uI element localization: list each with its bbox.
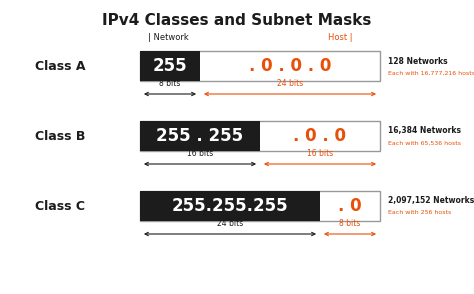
Text: 24 bits: 24 bits [277,79,303,88]
Text: 16 bits: 16 bits [307,149,333,158]
Bar [140,121,380,151]
Text: IPv4 Classes and Subnet Masks: IPv4 Classes and Subnet Masks [102,13,372,28]
Text: 2,097,152 Networks: 2,097,152 Networks [388,196,474,206]
Text: Class A: Class A [35,59,85,73]
Text: 24 bits: 24 bits [217,219,243,228]
Text: 255.255.255: 255.255.255 [172,197,288,215]
Text: . 0 . 0: . 0 . 0 [293,127,346,145]
Text: Each with 256 hosts: Each with 256 hosts [388,211,451,216]
Text: Each with 65,536 hosts: Each with 65,536 hosts [388,141,461,146]
Text: Class B: Class B [35,129,85,143]
Bar [140,191,320,221]
Text: Class C: Class C [35,200,85,213]
Bar [140,191,380,221]
Text: 128 Networks: 128 Networks [388,56,447,66]
Text: 8 bits: 8 bits [159,79,181,88]
Text: 16,384 Networks: 16,384 Networks [388,126,461,136]
Text: | Network: | Network [148,33,189,41]
Text: . 0 . 0 . 0: . 0 . 0 . 0 [249,57,331,75]
Text: 255: 255 [153,57,187,75]
Bar [140,51,200,81]
Text: 255 . 255: 255 . 255 [156,127,244,145]
Text: . 0: . 0 [338,197,362,215]
Bar [140,51,380,81]
Text: Host |: Host | [328,33,352,41]
Text: 16 bits: 16 bits [187,149,213,158]
Text: Each with 16,777,216 hosts: Each with 16,777,216 hosts [388,71,474,76]
Bar [140,121,260,151]
Text: 8 bits: 8 bits [339,219,361,228]
